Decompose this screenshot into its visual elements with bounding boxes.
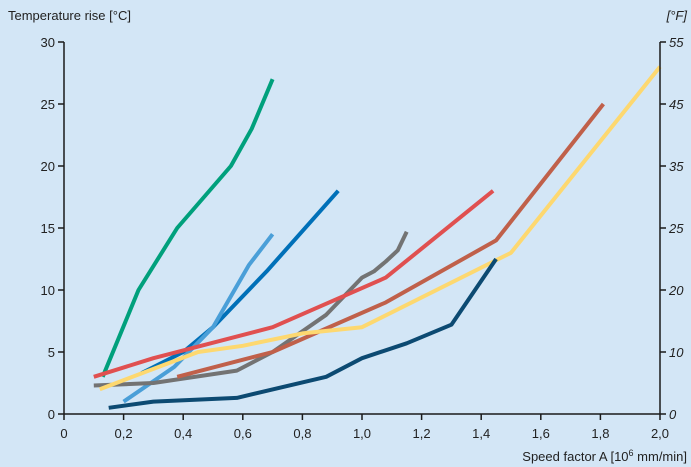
y-left-tick-label: 25	[41, 97, 55, 112]
labels-layer: Temperature rise [°C] [°F] Speed factor …	[8, 8, 687, 464]
series-line-7	[99, 65, 662, 392]
x-tick-label: 0	[60, 426, 67, 441]
y-right-tick-label: 25	[668, 221, 684, 236]
x-axis-title-main: Speed factor A [10	[522, 449, 628, 464]
y-left-tick-label: 0	[48, 407, 55, 422]
x-tick-label: 1,2	[413, 426, 431, 441]
x-tick-label: 2,0	[651, 426, 669, 441]
x-tick-label: 1,6	[532, 426, 550, 441]
series-line-5	[93, 189, 495, 379]
x-tick-label: 1,4	[472, 426, 490, 441]
x-axis-title: Speed factor A [106 mm/min]	[522, 448, 687, 464]
x-tick-label: 0,4	[174, 426, 192, 441]
y-left-tick-label: 20	[41, 159, 55, 174]
y-axis-title-right: [°F]	[666, 8, 688, 23]
series-line-1	[100, 78, 275, 378]
y-left-tick-label: 10	[41, 283, 55, 298]
x-tick-label: 1,0	[353, 426, 371, 441]
x-tick-label: 0,6	[234, 426, 252, 441]
x-tick-label: 0,2	[115, 426, 133, 441]
y-right-tick-label: 10	[669, 345, 684, 360]
y-right-tick-label: 0	[669, 407, 677, 422]
series-line-8	[108, 257, 498, 410]
series-line-6	[176, 102, 605, 379]
y-axis-title-left: Temperature rise [°C]	[8, 8, 131, 23]
y-left-tick-label: 5	[48, 345, 55, 360]
y-left-tick-label: 30	[41, 35, 55, 50]
y-right-tick-label: 20	[668, 283, 684, 298]
y-right-tick-label: 55	[669, 35, 684, 50]
axes-layer: 0 5 10 15 20 25 30 0 10 20 25 35 45 55 0 0,2 0,4 0,6 0,8 1,…	[41, 35, 685, 441]
x-axis-title-sup: 6	[629, 448, 634, 458]
x-tick-label: 1,8	[591, 426, 609, 441]
series-layer	[93, 65, 662, 410]
x-axis-title-tail: mm/min]	[634, 449, 687, 464]
series-line-3	[122, 232, 275, 404]
x-tick-label: 0,8	[293, 426, 311, 441]
y-right-tick-label: 45	[669, 97, 684, 112]
y-right-tick-label: 35	[669, 159, 684, 174]
y-left-tick-label: 15	[41, 221, 55, 236]
